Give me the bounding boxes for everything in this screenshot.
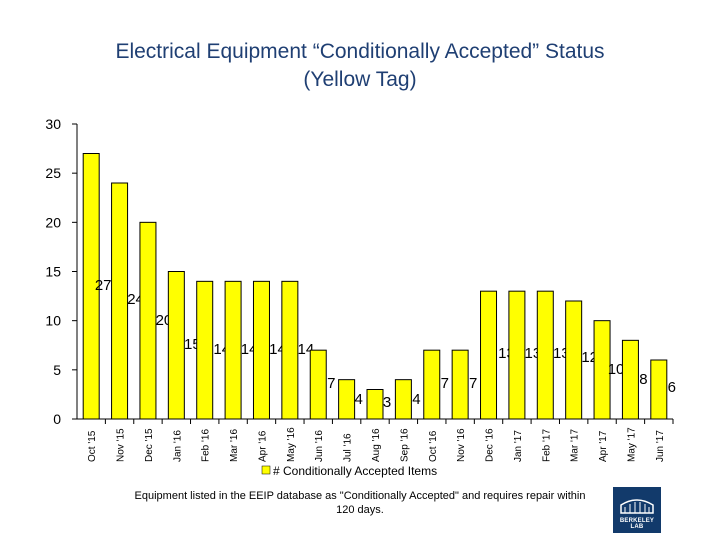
x-tick-label: May '16 bbox=[286, 427, 297, 462]
x-tick-label: Jan '16 bbox=[172, 430, 183, 462]
bar bbox=[593, 320, 611, 420]
data-label: 7 bbox=[327, 375, 335, 392]
bar bbox=[281, 280, 299, 420]
x-tick-label: Mar '16 bbox=[229, 429, 240, 462]
bar bbox=[480, 290, 498, 420]
bar bbox=[508, 290, 526, 420]
x-tick-label: Jul '16 bbox=[343, 433, 354, 462]
bar bbox=[111, 182, 129, 420]
bar bbox=[338, 379, 356, 420]
bar bbox=[366, 389, 384, 420]
bar bbox=[394, 379, 412, 420]
bar bbox=[82, 153, 100, 420]
x-tick-label: Dec '15 bbox=[144, 428, 155, 462]
bar bbox=[621, 339, 639, 420]
y-tick-label: 30 bbox=[45, 116, 61, 132]
x-tick-label: May '17 bbox=[626, 427, 637, 462]
y-tick-label: 15 bbox=[45, 264, 61, 280]
x-tick-label: Feb '16 bbox=[201, 429, 212, 462]
x-tick-label: Aug '16 bbox=[371, 428, 382, 462]
y-tick-label: 25 bbox=[45, 165, 61, 181]
berkeley-lab-logo: BERKELEY LAB bbox=[613, 487, 661, 533]
chart-title: Electrical Equipment “Conditionally Acce… bbox=[0, 38, 720, 94]
bar bbox=[536, 290, 554, 420]
x-tick-label: Apr '17 bbox=[598, 430, 609, 462]
data-label: 3 bbox=[383, 394, 391, 411]
building-icon bbox=[620, 499, 654, 514]
data-label: 27 bbox=[95, 277, 112, 294]
bar bbox=[565, 300, 583, 420]
x-tick-label: Jan '17 bbox=[513, 430, 524, 462]
x-tick-label: Jun '16 bbox=[314, 430, 325, 462]
legend-label: # Conditionally Accepted Items bbox=[273, 464, 437, 478]
bar bbox=[451, 349, 469, 420]
data-label: 7 bbox=[469, 375, 477, 392]
bar bbox=[224, 280, 242, 420]
bar bbox=[167, 271, 185, 420]
bar bbox=[309, 349, 327, 420]
y-tick-label: 10 bbox=[45, 313, 61, 329]
data-label: 4 bbox=[412, 391, 420, 408]
data-label: 7 bbox=[441, 375, 449, 392]
x-tick-label: Oct '15 bbox=[87, 430, 98, 462]
bar bbox=[650, 359, 668, 420]
chart-title-line-2: (Yellow Tag) bbox=[303, 68, 417, 91]
bar bbox=[139, 221, 157, 420]
footnote: Equipment listed in the EEIP database as… bbox=[134, 490, 586, 516]
x-tick-label: Mar '17 bbox=[570, 429, 581, 462]
y-tick-label: 0 bbox=[53, 411, 61, 427]
x-tick-label: Apr '16 bbox=[257, 430, 268, 462]
data-label: 8 bbox=[639, 371, 647, 388]
x-tick-label: Nov '15 bbox=[116, 428, 127, 462]
data-label: 4 bbox=[354, 391, 362, 408]
x-tick-label: Jun '17 bbox=[655, 430, 666, 462]
x-tick-label: Oct '16 bbox=[428, 430, 439, 462]
y-tick-label: 5 bbox=[53, 362, 61, 378]
logo-text: BERKELEY LAB bbox=[619, 518, 655, 530]
legend-swatch bbox=[261, 465, 271, 475]
x-tick-label: Nov '16 bbox=[456, 428, 467, 462]
y-tick-label: 20 bbox=[45, 214, 61, 230]
data-label: 10 bbox=[608, 361, 625, 378]
x-tick-label: Dec '16 bbox=[485, 428, 496, 462]
bar bbox=[252, 280, 270, 420]
x-tick-label: Sep '16 bbox=[399, 428, 410, 462]
chart-title-line-1: Electrical Equipment “Conditionally Acce… bbox=[115, 40, 605, 63]
bar bbox=[423, 349, 441, 420]
data-label: 6 bbox=[668, 379, 676, 396]
bar bbox=[196, 280, 214, 420]
x-tick-label: Feb '17 bbox=[541, 429, 552, 462]
